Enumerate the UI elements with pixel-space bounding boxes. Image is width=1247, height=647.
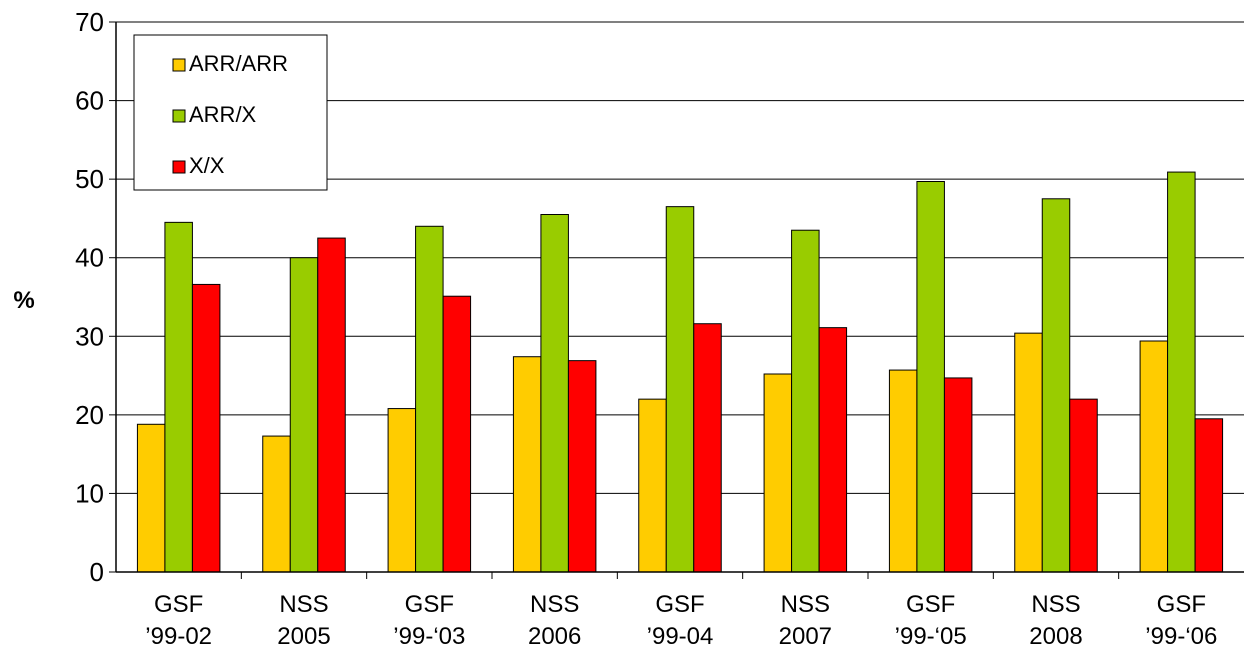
- legend-swatch: [172, 109, 186, 123]
- bar-arr-arr-4: [638, 398, 667, 573]
- x-category-label: NSS 2008: [1029, 591, 1082, 647]
- bar-arr-x-7: [1041, 198, 1071, 573]
- x-category-label: GSF ’99-‘03: [393, 591, 465, 647]
- x-tick-label-line: NSS: [781, 591, 830, 618]
- legend-swatch: [172, 160, 186, 174]
- x-category-label: GSF ’99-04: [647, 591, 714, 647]
- x-tick-label-line: ’99-‘05: [895, 623, 967, 647]
- bar-x-x-6: [943, 377, 973, 573]
- x-tick-label-line: GSF: [906, 591, 955, 618]
- y-tick-labels: 0 10 20 30 40 50 60 70: [75, 7, 104, 587]
- y-tick-label: 50: [75, 164, 104, 194]
- x-tick-label-line: 2007: [779, 623, 832, 647]
- y-tick-label: 20: [75, 400, 104, 430]
- y-tick-label: 0: [90, 557, 104, 587]
- y-tick-label: 30: [75, 321, 104, 351]
- bar-arr-arr-1: [262, 435, 291, 573]
- y-tick-label: 10: [75, 478, 104, 508]
- axes: [109, 21, 1244, 579]
- legend-label: ARR/ARR: [189, 51, 288, 76]
- bar-x-x-5: [818, 327, 848, 573]
- bar-arr-x-8: [1167, 171, 1196, 573]
- x-tick-label-line: 2006: [528, 623, 581, 647]
- x-category-label: NSS 2006: [528, 591, 581, 647]
- legend: ARR/ARR ARR/X X/X: [133, 34, 328, 191]
- y-tick-label: 60: [75, 86, 104, 116]
- x-tick-label-line: 2008: [1029, 623, 1082, 647]
- x-tick-label-line: GSF: [405, 591, 454, 618]
- x-tick-label-line: ’99-‘03: [393, 623, 465, 647]
- x-category-label: GSF ’99-‘05: [895, 591, 967, 647]
- x-tick-label-line: GSF: [154, 591, 203, 618]
- bar-arr-x-2: [415, 225, 444, 573]
- bar-x-x-1: [317, 237, 346, 573]
- legend-box: [133, 34, 328, 191]
- x-category-label: NSS 2005: [277, 591, 330, 647]
- x-tick-label-line: GSF: [1157, 591, 1206, 618]
- bar-arr-x-6: [916, 181, 945, 573]
- x-category-label: NSS 2007: [779, 591, 832, 647]
- legend-label: ARR/X: [189, 102, 257, 127]
- bar-arr-x-3: [540, 214, 569, 573]
- x-tick-label-line: GSF: [655, 591, 704, 618]
- y-tick-label: 40: [75, 243, 104, 273]
- legend-swatch: [172, 58, 186, 72]
- bar-arr-arr-2: [387, 408, 417, 573]
- bar-x-x-7: [1069, 398, 1098, 573]
- x-category-label: GSF ’99-‘06: [1145, 591, 1217, 647]
- bar-arr-arr-8: [1139, 340, 1169, 573]
- x-tick-labels: GSF ’99-02 NSS 2005 GSF ’99-‘03 NSS 2006 GSF ’99-…: [145, 591, 1217, 647]
- x-tick-label-line: ’99-02: [145, 623, 212, 647]
- x-tick-label-line: ’99-04: [647, 623, 714, 647]
- x-tick-label-line: 2005: [277, 623, 330, 647]
- bar-arr-arr-5: [763, 373, 793, 573]
- x-tick-label-line: ’99-‘06: [1145, 623, 1217, 647]
- legend-label: X/X: [189, 153, 225, 178]
- bar-x-x-8: [1194, 418, 1224, 573]
- y-tick-label: 70: [75, 7, 104, 37]
- bar-arr-x-5: [791, 229, 820, 573]
- x-tick-label-line: NSS: [530, 591, 579, 618]
- y-axis-label: %: [13, 287, 34, 314]
- x-tick-label-line: NSS: [1031, 591, 1080, 618]
- bar-x-x-0: [191, 283, 221, 573]
- bar-arr-arr-3: [512, 356, 542, 573]
- bar-x-x-2: [442, 295, 472, 573]
- x-category-label: GSF ’99-02: [145, 591, 212, 647]
- bar-arr-x-0: [164, 221, 193, 573]
- bar-x-x-3: [567, 360, 597, 573]
- bar-arr-arr-6: [888, 369, 918, 573]
- bar-arr-arr-7: [1014, 332, 1043, 573]
- bars: [136, 171, 1224, 573]
- bar-arr-x-1: [289, 257, 319, 573]
- bar-arr-x-4: [665, 206, 695, 573]
- bar-x-x-4: [693, 323, 722, 573]
- x-tick-label-line: NSS: [279, 591, 328, 618]
- bar-arr-arr-0: [136, 423, 166, 573]
